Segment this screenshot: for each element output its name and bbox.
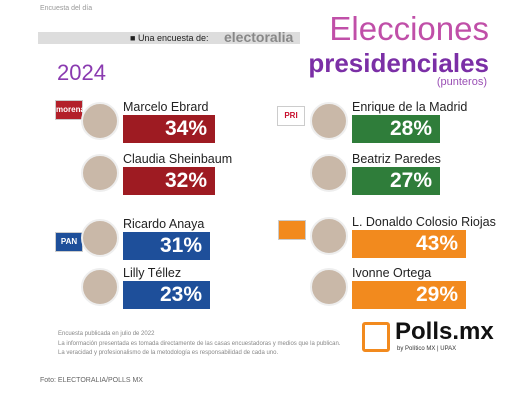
title-line1: Elecciones <box>329 10 489 47</box>
footer-line: La veracidad y profesionalismo de la met… <box>58 350 279 356</box>
candidate-name: Lilly Téllez <box>123 266 182 280</box>
candidate-name: Marcelo Ebrard <box>123 100 209 114</box>
party-logo <box>278 220 306 240</box>
candidate-photo <box>81 219 119 257</box>
party-logo: PRI <box>277 106 305 126</box>
footer-line: Encuesta publicada en julio de 2022 <box>58 331 155 337</box>
subtitle: (punteros) <box>436 76 487 88</box>
sponsor-band <box>38 32 300 44</box>
party-logo: morena <box>55 100 85 120</box>
sponsor-prefix-text: Una encuesta de: <box>137 33 209 43</box>
sponsor: electoralia <box>224 29 294 45</box>
label: Encuesta del día <box>40 5 93 12</box>
candidate-name: Claudia Sheinbaum <box>123 152 233 166</box>
candidate-value: 34% <box>123 115 215 143</box>
candidate-name: Ricardo Anaya <box>123 217 205 231</box>
candidate-value: 32% <box>123 167 215 195</box>
candidate-name: Beatriz Paredes <box>352 152 441 166</box>
footer-line: La información presentada es tomada dire… <box>58 341 341 347</box>
candidate-photo <box>310 154 348 192</box>
candidate-name: L. Donaldo Colosio Riojas <box>352 215 496 229</box>
candidate-photo <box>81 102 119 140</box>
candidate-value: 43% <box>352 230 466 258</box>
candidate-name: Enrique de la Madrid <box>352 100 468 114</box>
candidate-value: 27% <box>352 167 440 195</box>
brand: Polls.mx <box>395 318 494 345</box>
candidate-photo <box>310 217 348 255</box>
candidate-name: Ivonne Ortega <box>352 266 432 280</box>
candidate-value: 28% <box>352 115 440 143</box>
credit: Foto: ELECTORALIA/POLLS MX <box>40 377 143 384</box>
candidate-photo <box>81 154 119 192</box>
candidate-photo <box>310 268 348 306</box>
brand-icon <box>362 322 390 352</box>
brand-sub: by Político MX | UPAX <box>397 346 457 352</box>
year: 2024 <box>57 60 106 85</box>
candidate-value: 23% <box>123 281 210 309</box>
sponsor-prefix: ■ Una encuesta de: <box>130 33 209 43</box>
party-logo: PAN <box>55 232 83 252</box>
candidate-value: 31% <box>123 232 210 260</box>
candidate-photo <box>81 268 119 306</box>
title-line2: presidenciales <box>308 48 489 78</box>
candidate-value: 29% <box>352 281 466 309</box>
candidate-photo <box>310 102 348 140</box>
